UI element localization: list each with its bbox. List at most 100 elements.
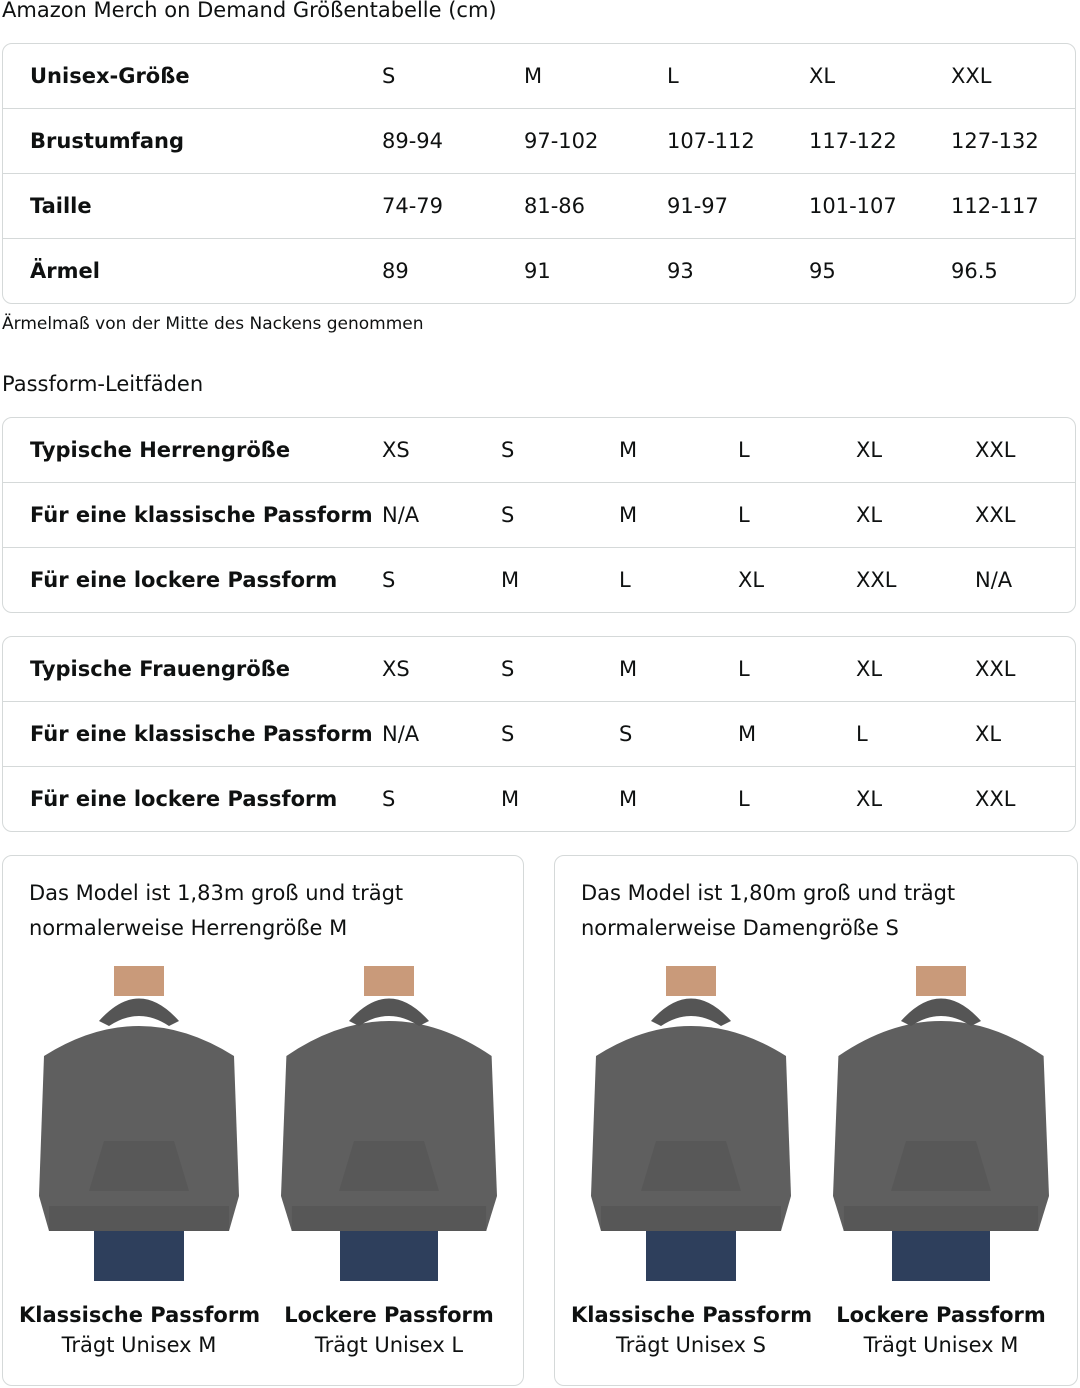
row-label: Unisex-Größe [30, 64, 190, 88]
table-row: Für eine klassische Passform N/A S M L XL XXL [3, 482, 1075, 547]
table-cell: L [619, 568, 631, 592]
table-cell: 101-107 [809, 194, 897, 218]
row-label: Typische Frauengröße [30, 657, 291, 681]
row-label: Für eine klassische Passform [30, 722, 373, 746]
table-cell: XS [382, 438, 410, 462]
unisex-size-table: Unisex-Größe S M L XL XXL Brustumfang 89-94 97-1… [2, 43, 1076, 304]
fit-title: Klassische Passform [571, 1303, 813, 1327]
table-row: Für eine lockere Passform S M L XL XXL N/A [3, 547, 1075, 612]
fit-figure: Lockere Passform Trägt Unisex L [269, 966, 509, 1357]
row-label: Taille [30, 194, 92, 218]
model-description: Das Model ist 1,80m groß und trägt norma… [581, 881, 956, 940]
table-cell: L [667, 64, 679, 88]
table-cell: L [738, 787, 750, 811]
table-cell: XXL [975, 503, 1016, 527]
table-cell: M [738, 722, 757, 746]
table-cell: L [738, 503, 750, 527]
table-cell: XL [856, 787, 883, 811]
fit-figure: Lockere Passform Trägt Unisex M [821, 966, 1061, 1357]
table-row: Taille 74-79 81-86 91-97 101-107 112-117 [3, 173, 1075, 238]
table-cell: S [501, 657, 515, 681]
row-label: Für eine lockere Passform [30, 568, 338, 592]
table-cell: 91 [524, 259, 551, 283]
table-cell: M [619, 787, 638, 811]
table-cell: S [501, 722, 515, 746]
table-cell: XL [856, 438, 883, 462]
table-cell: N/A [975, 568, 1013, 592]
table-cell: S [382, 568, 396, 592]
hoodie-model-image [39, 966, 239, 1281]
row-label: Brustumfang [30, 129, 184, 153]
row-label: Ärmel [30, 259, 100, 283]
table-row: Typische Herrengröße XS S M L XL XXL [3, 418, 1075, 482]
hoodie-model-image [281, 966, 497, 1281]
table-cell: M [619, 657, 638, 681]
table-cell: L [738, 438, 750, 462]
men-fit-table: Typische Herrengröße XS S M L XL XXL Für eine k… [2, 417, 1076, 613]
table-row: Brustumfang 89-94 97-102 107-112 117-122 127-… [3, 108, 1075, 173]
table-row: Typische Frauengröße XS S M L XL XXL [3, 637, 1075, 701]
fit-title: Klassische Passform [19, 1303, 261, 1327]
fit-size: Trägt Unisex M [863, 1333, 1019, 1357]
table-cell: 89 [382, 259, 409, 283]
table-cell: XL [975, 722, 1002, 746]
table-cell: S [382, 64, 396, 88]
hoodie-model-image [591, 966, 791, 1281]
model-card-men: Das Model ist 1,83m groß und trägt norma… [2, 855, 524, 1386]
table-cell: XXL [975, 438, 1016, 462]
table-cell: 81-86 [524, 194, 586, 218]
table-row: Für eine lockere Passform S M M L XL XXL [3, 766, 1075, 831]
table-cell: 107-112 [667, 129, 755, 153]
table-cell: XXL [856, 568, 897, 592]
fit-size: Trägt Unisex S [616, 1333, 766, 1357]
table-cell: M [619, 503, 638, 527]
table-cell: XL [809, 64, 836, 88]
hoodie-model-image [833, 966, 1049, 1281]
model-description: Das Model ist 1,83m groß und trägt norma… [29, 881, 404, 940]
table-cell: XS [382, 657, 410, 681]
table-cell: 96.5 [951, 259, 998, 283]
table-cell: M [619, 438, 638, 462]
fit-title: Lockere Passform [284, 1303, 494, 1327]
table-row: Unisex-Größe S M L XL XXL [3, 44, 1075, 108]
table-cell: 117-122 [809, 129, 897, 153]
table-cell: S [501, 438, 515, 462]
fit-size: Trägt Unisex M [61, 1333, 217, 1357]
row-label: Typische Herrengröße [30, 438, 291, 462]
table-cell: 112-117 [951, 194, 1039, 218]
sleeve-note: Ärmelmaß von der Mitte des Nackens genom… [2, 314, 424, 334]
table-cell: L [738, 657, 750, 681]
women-fit-table: Typische Frauengröße XS S M L XL XXL Für eine k… [2, 636, 1076, 832]
fit-title: Lockere Passform [836, 1303, 1046, 1327]
table-cell: M [524, 64, 543, 88]
fit-figure: Klassische Passform Trägt Unisex S [571, 966, 813, 1357]
table-cell: XL [856, 657, 883, 681]
fit-figure: Klassische Passform Trägt Unisex M [19, 966, 261, 1357]
table-cell: 89-94 [382, 129, 444, 153]
fit-size: Trägt Unisex L [314, 1333, 464, 1357]
table-row: Für eine klassische Passform N/A S S M L XL [3, 701, 1075, 766]
model-card-women: Das Model ist 1,80m groß und trägt norma… [554, 855, 1078, 1386]
table-cell: N/A [382, 503, 420, 527]
row-label: Für eine lockere Passform [30, 787, 338, 811]
table-cell: XXL [951, 64, 992, 88]
table-cell: N/A [382, 722, 420, 746]
table-cell: XL [856, 503, 883, 527]
table-cell: XXL [975, 657, 1016, 681]
table-cell: M [501, 787, 520, 811]
table-cell: 91-97 [667, 194, 729, 218]
page-title: Amazon Merch on Demand Größentabelle (cm… [2, 0, 497, 22]
table-cell: XL [738, 568, 765, 592]
table-cell: 127-132 [951, 129, 1039, 153]
table-cell: 95 [809, 259, 836, 283]
row-label: Für eine klassische Passform [30, 503, 373, 527]
table-cell: M [501, 568, 520, 592]
table-cell: 97-102 [524, 129, 599, 153]
table-row: Ärmel 89 91 93 95 96.5 [3, 238, 1075, 303]
table-cell: XXL [975, 787, 1016, 811]
table-cell: S [501, 503, 515, 527]
fit-guide-heading: Passform-Leitfäden [2, 372, 204, 396]
table-cell: S [382, 787, 396, 811]
table-cell: S [619, 722, 633, 746]
table-cell: L [856, 722, 868, 746]
